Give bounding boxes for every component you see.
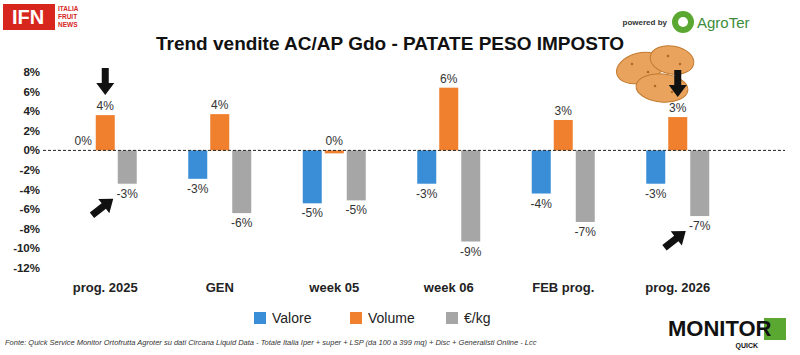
bar (461, 150, 480, 241)
y-tick-label: -12% (13, 262, 40, 274)
logo-ifn-box (3, 4, 55, 30)
potato-eye (679, 63, 682, 66)
legend-label: Valore (272, 310, 312, 326)
potato-eye (631, 63, 634, 66)
data-label: -3% (416, 187, 438, 201)
legend-label: Volume (368, 310, 415, 326)
potato (648, 42, 696, 77)
data-label: -6% (231, 216, 253, 230)
chart: IFN ITALIAFRUITNEWS powered by AgroTer MONIT… (0, 0, 800, 355)
x-tick-label: week 06 (423, 280, 474, 295)
logo-ifn-sub: ITALIA (58, 5, 79, 12)
highlight-arrow (96, 68, 114, 95)
x-tick-label: FEB prog. (532, 280, 594, 295)
bar (690, 150, 709, 216)
data-label: -5% (302, 206, 324, 220)
data-label: -3% (187, 182, 209, 196)
zero-line (43, 150, 785, 151)
highlight-arrow (659, 224, 691, 255)
y-tick-label: 0% (23, 144, 40, 156)
x-tick-label: week 05 (308, 280, 359, 295)
powered-by: powered by (623, 18, 668, 27)
bar (417, 150, 436, 183)
data-label: -4% (531, 197, 553, 211)
bar (210, 114, 229, 150)
logo-monitor: MONITOR (668, 316, 772, 341)
y-tick-label: -8% (20, 223, 40, 235)
bar (532, 150, 551, 193)
data-label: 4% (97, 99, 115, 113)
y-tick-label: -4% (20, 184, 40, 196)
bar (576, 150, 595, 222)
background (0, 0, 800, 355)
data-label: -5% (346, 203, 368, 217)
logo-agroter-mark (678, 17, 688, 27)
logo-ifn-sub: FRUIT (58, 13, 77, 20)
x-tick-label: prog. 2025 (73, 280, 138, 295)
legend-swatch (254, 312, 266, 324)
potato-eye (667, 55, 670, 58)
data-label: 0% (326, 134, 344, 148)
data-label: -7% (689, 219, 711, 233)
bar (96, 115, 115, 150)
data-label: 3% (555, 104, 573, 118)
highlight-arrow (86, 192, 118, 223)
bar (347, 150, 366, 200)
data-label: 6% (440, 72, 458, 86)
data-label: -3% (117, 187, 139, 201)
bar (646, 150, 665, 183)
potato-illustration (613, 42, 696, 104)
bar (668, 117, 687, 150)
legend-label: €/kg (464, 310, 490, 326)
highlight-arrow (669, 70, 687, 97)
y-tick-label: -10% (13, 242, 40, 254)
y-tick-label: 2% (23, 125, 40, 137)
potato-eye (647, 71, 650, 74)
source: Fonte: Quick Service Monitor Ortofrutta … (5, 338, 537, 347)
data-label: 3% (669, 101, 687, 115)
bar (303, 150, 322, 203)
potato-eye (671, 91, 674, 94)
data-label: -7% (575, 225, 597, 239)
y-tick-label: 6% (23, 86, 40, 98)
bar (554, 120, 573, 150)
data-label: 4% (211, 98, 229, 112)
bar (232, 150, 251, 213)
logo-agroter: AgroTer (697, 14, 750, 31)
title: Trend vendite AC/AP Gdo - PATATE PESO IM… (156, 33, 624, 54)
x-tick-label: GEN (206, 280, 234, 295)
y-tick-label: -2% (20, 164, 40, 176)
legend-swatch (350, 312, 362, 324)
data-label: -3% (645, 187, 667, 201)
data-label: -9% (460, 245, 482, 259)
logo-agroter-mark (672, 11, 694, 33)
bar (439, 88, 458, 151)
y-tick-label: 4% (23, 105, 40, 117)
y-tick-label: 8% (23, 66, 40, 78)
legend-swatch (446, 312, 458, 324)
logo-ifn-sub: NEWS (58, 21, 78, 28)
x-tick-label: prog. 2026 (645, 280, 710, 295)
potato-eye (654, 85, 657, 88)
bars (96, 88, 710, 242)
logo-quick: QUICK (735, 342, 758, 350)
bar (118, 150, 137, 183)
bar (188, 150, 207, 178)
y-tick-label: -6% (20, 203, 40, 215)
logo-ifn: IFN (12, 6, 44, 28)
data-label: 0% (75, 134, 93, 148)
